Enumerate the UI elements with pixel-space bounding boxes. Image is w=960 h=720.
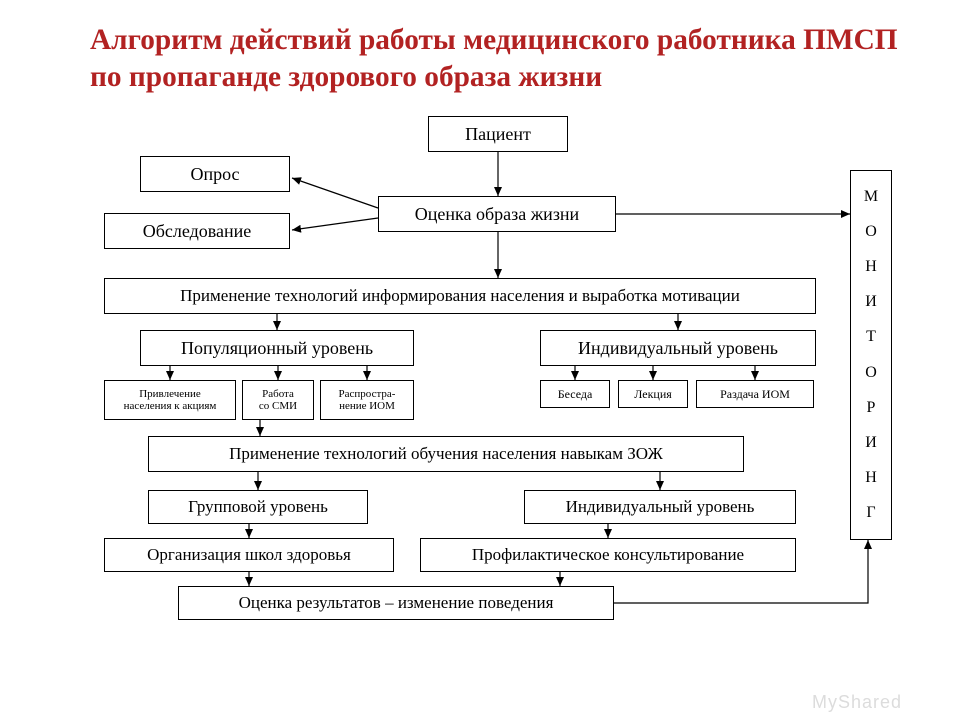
node-ind_lvl2-label: Индивидуальный уровень [566,497,755,517]
watermark: MyShared [812,692,902,713]
node-ind_lvl1-label: Индивидуальный уровень [578,338,778,359]
node-pop_lvl: Популяционный уровень [140,330,414,366]
node-schools-label: Организация школ здоровья [147,545,351,565]
node-ind_a-label: Беседа [558,387,593,402]
node-ind_c-label: Раздача ИОМ [720,387,790,402]
monitoring-letter: И [865,435,877,451]
node-consult: Профилактическое консультирование [420,538,796,572]
monitoring-letter: Н [865,470,877,486]
monitoring-letter: О [865,365,877,381]
monitoring-letter: М [864,189,878,205]
diagram-stage: { "title": { "line1": "Алгоритм действий… [0,0,960,720]
node-ind_a: Беседа [540,380,610,408]
monitoring-letter: О [865,224,877,240]
monitoring-letter: Р [867,400,876,416]
node-exam: Обследование [104,213,290,249]
node-ind_c: Раздача ИОМ [696,380,814,408]
node-pop_c: Распростра- нение ИОМ [320,380,414,420]
node-ind_lvl2: Индивидуальный уровень [524,490,796,524]
node-survey: Опрос [140,156,290,192]
node-ind_b: Лекция [618,380,688,408]
edge-assess-survey [292,178,378,208]
monitoring-letter: Г [866,505,875,521]
node-pop_b: Работа со СМИ [242,380,314,420]
edge-assess-exam [292,218,378,230]
node-pop_c-label: Распростра- нение ИОМ [339,388,396,412]
node-pop_a-label: Привлечение населения к акциям [124,388,217,412]
node-pop_lvl-label: Популяционный уровень [181,338,373,359]
node-group_lvl: Групповой уровень [148,490,368,524]
node-result-label: Оценка результатов – изменение поведения [239,593,554,613]
title-line2: по пропаганде здорового образа жизни [90,61,602,93]
monitoring-letter: И [865,294,877,310]
node-ind_lvl1: Индивидуальный уровень [540,330,816,366]
node-patient: Пациент [428,116,568,152]
node-assess-label: Оценка образа жизни [415,204,579,225]
node-exam-label: Обследование [143,221,252,242]
node-schools: Организация школ здоровья [104,538,394,572]
node-survey-label: Опрос [190,164,239,185]
node-consult-label: Профилактическое консультирование [472,545,744,565]
slide-title: Алгоритм действий работы медицинского ра… [90,22,898,95]
node-teach-label: Применение технологий обучения населения… [229,444,663,464]
node-pop_a: Привлечение населения к акциям [104,380,236,420]
node-result: Оценка результатов – изменение поведения [178,586,614,620]
node-inform-label: Применение технологий информирования нас… [180,286,740,306]
monitoring-box: М О Н И Т О Р И Н Г [850,170,892,540]
monitoring-letter: Т [866,329,876,345]
node-group_lvl-label: Групповой уровень [188,497,328,517]
node-pop_b-label: Работа со СМИ [259,388,297,412]
node-teach: Применение технологий обучения населения… [148,436,744,472]
node-assess: Оценка образа жизни [378,196,616,232]
monitoring-letter: Н [865,259,877,275]
node-patient-label: Пациент [465,124,531,145]
node-inform: Применение технологий информирования нас… [104,278,816,314]
title-line1: Алгоритм действий работы медицинского ра… [90,24,898,56]
node-ind_b-label: Лекция [634,387,672,402]
